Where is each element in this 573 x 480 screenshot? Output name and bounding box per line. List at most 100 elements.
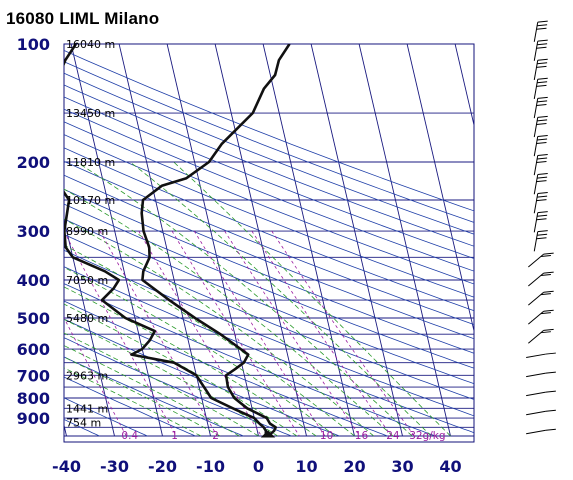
barb-flag xyxy=(543,328,554,331)
isobars xyxy=(64,44,474,437)
wind-barb xyxy=(533,173,548,195)
height-label: 11810 m xyxy=(66,156,115,169)
barb-flag xyxy=(543,271,554,274)
pressure-tick-label: 100 xyxy=(17,35,50,54)
wind-barb xyxy=(533,77,548,100)
wind-barb xyxy=(533,134,548,157)
temperature-tick-label: 40 xyxy=(439,457,461,476)
isotherm-line xyxy=(262,44,355,437)
barb-flag xyxy=(536,180,547,183)
barb-flag xyxy=(537,62,548,65)
barb-flag xyxy=(537,173,548,176)
barb-staff xyxy=(533,22,539,42)
dewpoint-profile xyxy=(64,44,268,437)
barb-flag xyxy=(537,134,548,137)
wind-barb xyxy=(526,428,556,435)
wind-barb xyxy=(533,20,548,42)
barb-staff xyxy=(533,41,539,61)
mixing-ratio-line xyxy=(193,230,326,437)
dry-adiabat-line xyxy=(64,61,474,223)
barb-flag xyxy=(536,161,547,164)
moist-adiabat-line xyxy=(173,161,451,437)
wind-barb xyxy=(533,39,548,61)
barb-flag xyxy=(545,352,556,355)
barb-flag xyxy=(537,233,548,236)
mixing-ratio-label: 2 xyxy=(212,430,219,442)
barb-staff xyxy=(533,193,539,214)
dry-adiabat-line xyxy=(64,121,474,285)
barb-flag xyxy=(537,138,548,141)
height-label: 2963 m xyxy=(66,369,108,382)
barb-staff xyxy=(533,212,539,233)
moist-adiabat-line xyxy=(76,161,413,437)
height-label: 16040 m xyxy=(66,38,115,51)
mixing-ratio-labels: 0.4 1 2 10 16 24 32g/kg xyxy=(121,430,445,442)
height-labels: 16040 m 13450 m 11810 m 10170 m 8990 m 7050 m… xyxy=(66,38,115,430)
temperature-tick-label: 0 xyxy=(253,457,264,476)
dry-adiabat-line xyxy=(64,108,474,272)
barb-staff xyxy=(533,117,539,138)
mixing-ratio-line xyxy=(171,230,300,437)
wind-barb xyxy=(526,352,556,359)
dry-adiabat-line xyxy=(64,72,474,235)
barb-flag xyxy=(537,39,548,42)
moist-adiabat-line xyxy=(64,356,221,437)
mixing-ratio-label: 16 xyxy=(355,430,369,442)
barb-staff xyxy=(526,391,546,397)
isotherm-line xyxy=(358,44,451,437)
pressure-tick-label: 500 xyxy=(17,309,50,328)
temperature-tick-label: 30 xyxy=(391,457,413,476)
mixing-ratio-label: 10 xyxy=(320,430,333,442)
barb-flag xyxy=(543,252,554,255)
temperature-tick-label: -20 xyxy=(148,457,177,476)
moist-adiabat-line xyxy=(64,303,298,437)
barb-staff xyxy=(533,136,539,157)
mixing-ratio-label: 32g/kg xyxy=(409,430,445,442)
mixing-ratio-label: 24 xyxy=(386,430,400,442)
dry-adiabat-line xyxy=(64,397,148,437)
barb-flag xyxy=(540,293,551,296)
mixing-ratio-line xyxy=(251,230,392,437)
barb-flag xyxy=(536,142,547,145)
dry-adiabat-line xyxy=(64,96,474,259)
wind-barb xyxy=(533,115,548,138)
pressure-tick-label: 200 xyxy=(17,153,50,172)
wind-barb xyxy=(528,252,554,268)
temperature-tick-label: 10 xyxy=(295,457,317,476)
barb-flag xyxy=(537,115,548,118)
barb-flag xyxy=(537,211,548,214)
barb-flag xyxy=(536,84,547,87)
barb-staff xyxy=(533,155,539,176)
dry-adiabat-line xyxy=(64,318,340,437)
moist-adiabats xyxy=(64,161,451,437)
barb-flag xyxy=(545,409,556,412)
height-label: 1441 m xyxy=(66,402,108,415)
barb-staff xyxy=(533,174,539,195)
isotherm-line xyxy=(214,44,307,437)
moist-adiabat-line xyxy=(64,266,336,437)
barb-flag xyxy=(537,58,548,61)
dry-adiabat-line xyxy=(64,356,244,437)
wind-barb xyxy=(533,153,548,176)
barb-flag xyxy=(536,27,547,30)
wind-barb xyxy=(533,192,548,214)
height-label: 10170 m xyxy=(66,194,115,207)
wind-barb xyxy=(528,290,554,306)
barb-staff xyxy=(526,429,546,435)
temperature-tick-label: 20 xyxy=(343,457,365,476)
barb-flag xyxy=(545,390,556,393)
barb-staff xyxy=(533,98,539,119)
barb-flag xyxy=(536,103,547,106)
wind-barb xyxy=(528,328,554,344)
barb-flag xyxy=(537,230,548,233)
barb-flag xyxy=(536,218,547,221)
pressure-tick-label: 400 xyxy=(17,271,50,290)
moist-adiabat-line xyxy=(64,218,374,437)
dry-adiabat-line xyxy=(64,160,474,325)
mixing-ratio-line xyxy=(224,230,361,437)
pressure-tick-label: 300 xyxy=(17,222,50,241)
barb-flag xyxy=(537,176,548,179)
isotherm-line xyxy=(454,44,474,128)
mixing-ratio-line xyxy=(271,230,415,437)
barb-flag xyxy=(545,371,556,374)
